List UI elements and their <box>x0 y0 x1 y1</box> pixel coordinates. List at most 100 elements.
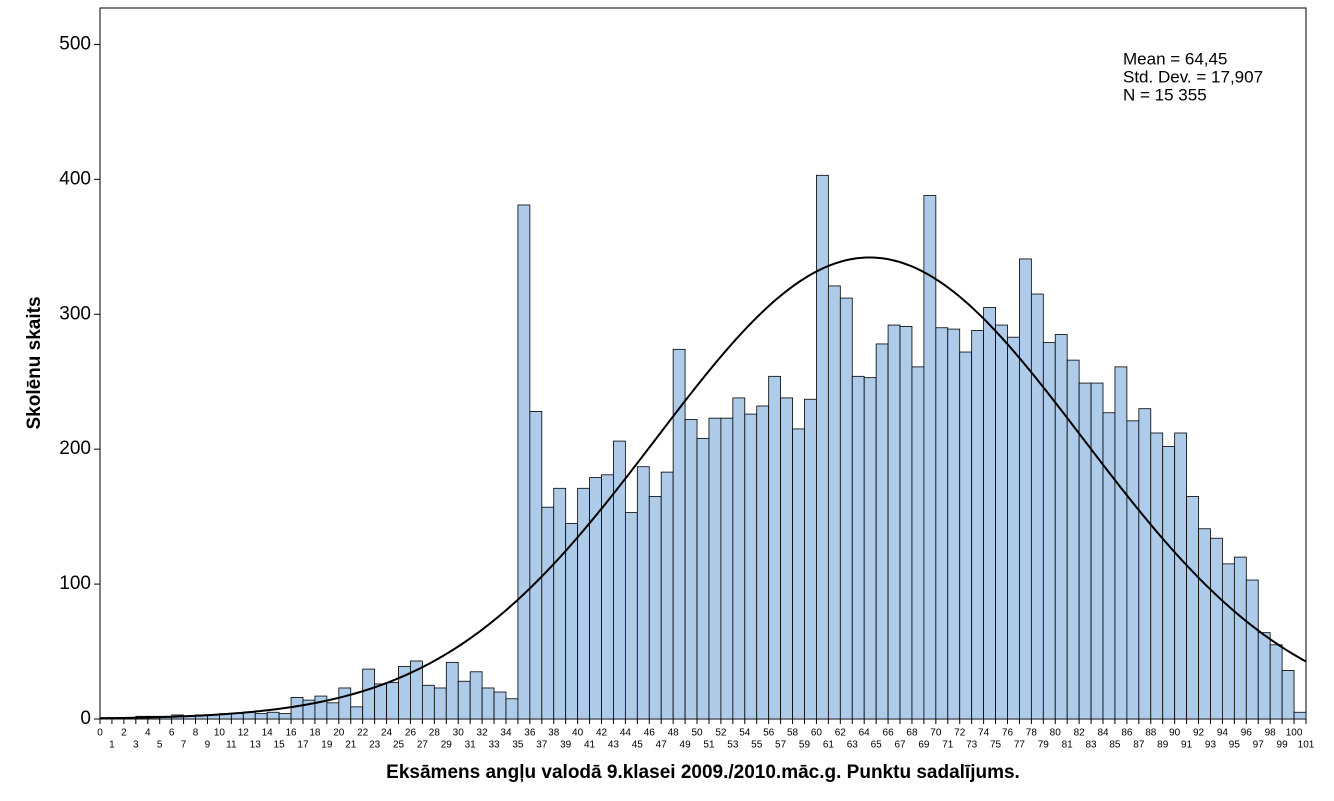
y-tick-label: 200 <box>59 438 91 459</box>
x-tick-label: 34 <box>500 728 512 739</box>
x-tick-label: 54 <box>739 728 751 739</box>
x-tick-label: 50 <box>691 728 703 739</box>
x-tick-label: 83 <box>1086 740 1098 751</box>
x-tick-label: 93 <box>1205 740 1217 751</box>
x-tick-label: 8 <box>193 728 199 739</box>
bar <box>565 522 579 720</box>
bar <box>350 706 364 720</box>
stat-label: N = 15 355 <box>1123 85 1207 104</box>
x-tick-label: 57 <box>775 740 787 751</box>
x-tick-label: 33 <box>488 740 500 751</box>
x-tick-label: 87 <box>1133 740 1145 751</box>
bar <box>338 687 352 720</box>
x-tick-label: 17 <box>297 740 309 751</box>
x-tick-label: 88 <box>1145 728 1157 739</box>
x-tick-label: 21 <box>345 740 357 751</box>
bar <box>469 671 483 720</box>
x-tick-label: 77 <box>1014 740 1026 751</box>
bar <box>529 410 543 720</box>
x-tick-label: 79 <box>1038 740 1050 751</box>
x-tick-label: 53 <box>727 740 739 751</box>
x-tick-label: 19 <box>321 740 333 751</box>
x-tick-label: 75 <box>990 740 1002 751</box>
x-tick-label: 38 <box>548 728 560 739</box>
x-tick-label: 9 <box>205 740 211 751</box>
bar <box>720 417 734 720</box>
y-axis-label: Skolēnu skaits <box>24 296 45 429</box>
x-tick-label: 72 <box>954 728 966 739</box>
bar <box>362 668 376 720</box>
x-tick-label: 70 <box>930 728 942 739</box>
bar <box>314 695 328 720</box>
bar <box>624 512 638 720</box>
x-tick-label: 80 <box>1050 728 1062 739</box>
bar <box>1114 366 1128 720</box>
bar <box>648 495 662 720</box>
bar <box>1007 336 1020 720</box>
x-tick-label: 60 <box>811 728 823 739</box>
bar <box>983 307 996 720</box>
x-tick-label: 13 <box>250 740 262 751</box>
x-tick-label: 97 <box>1253 740 1265 751</box>
x-tick-label: 64 <box>859 728 871 739</box>
x-tick-label: 55 <box>751 740 763 751</box>
x-tick-label: 46 <box>644 728 656 739</box>
x-tick-label: 82 <box>1074 728 1086 739</box>
bar <box>1257 632 1271 720</box>
y-tick-label: 0 <box>80 708 91 729</box>
bar <box>1281 670 1295 720</box>
x-tick-label: 68 <box>906 728 918 739</box>
bar <box>768 375 782 720</box>
bar <box>899 325 913 720</box>
x-tick-label: 0 <box>97 728 103 739</box>
x-tick-label: 99 <box>1277 740 1289 751</box>
x-tick-label: 92 <box>1193 728 1205 739</box>
x-tick-label: 14 <box>262 728 274 739</box>
bar <box>505 698 519 720</box>
x-tick-label: 48 <box>668 728 680 739</box>
bar <box>959 351 973 720</box>
x-tick-label: 76 <box>1002 728 1014 739</box>
bar <box>839 297 853 720</box>
stat-label: Mean = 64,45 <box>1123 49 1227 68</box>
x-tick-label: 2 <box>121 728 127 739</box>
x-tick-label: 39 <box>560 740 572 751</box>
x-tick-label: 27 <box>417 740 429 751</box>
x-tick-label: 84 <box>1097 728 1109 739</box>
x-tick-label: 7 <box>181 740 187 751</box>
x-tick-label: 1 <box>109 740 115 751</box>
bar <box>1233 556 1247 720</box>
normal-curve <box>100 256 1306 719</box>
bar <box>1162 446 1176 720</box>
x-tick-label: 62 <box>835 728 847 739</box>
x-tick-label: 71 <box>942 740 954 751</box>
bar <box>804 398 817 720</box>
x-tick-label: 40 <box>572 728 584 739</box>
bar <box>792 428 805 720</box>
x-tick-label: 44 <box>620 728 632 739</box>
x-tick-label: 69 <box>918 740 930 751</box>
bar <box>636 466 650 720</box>
bar <box>481 687 495 720</box>
stat-label: Std. Dev. = 17,907 <box>1123 67 1263 86</box>
x-tick-label: 10 <box>214 728 226 739</box>
x-tick-label: 35 <box>512 740 524 751</box>
x-tick-label: 28 <box>429 728 441 739</box>
bar <box>732 397 746 720</box>
x-tick-label: 89 <box>1157 740 1169 751</box>
bar <box>1222 563 1235 720</box>
bar <box>326 702 340 720</box>
bar <box>696 437 710 720</box>
bar <box>577 487 590 720</box>
bar <box>887 324 901 720</box>
bar <box>995 324 1008 720</box>
bar <box>433 687 447 720</box>
bar <box>278 713 292 720</box>
y-tick-label: 100 <box>59 573 91 594</box>
bar <box>708 417 722 720</box>
x-tick-label: 73 <box>966 740 978 751</box>
bar <box>1138 408 1152 720</box>
bar <box>1150 432 1164 720</box>
bar <box>756 405 770 720</box>
